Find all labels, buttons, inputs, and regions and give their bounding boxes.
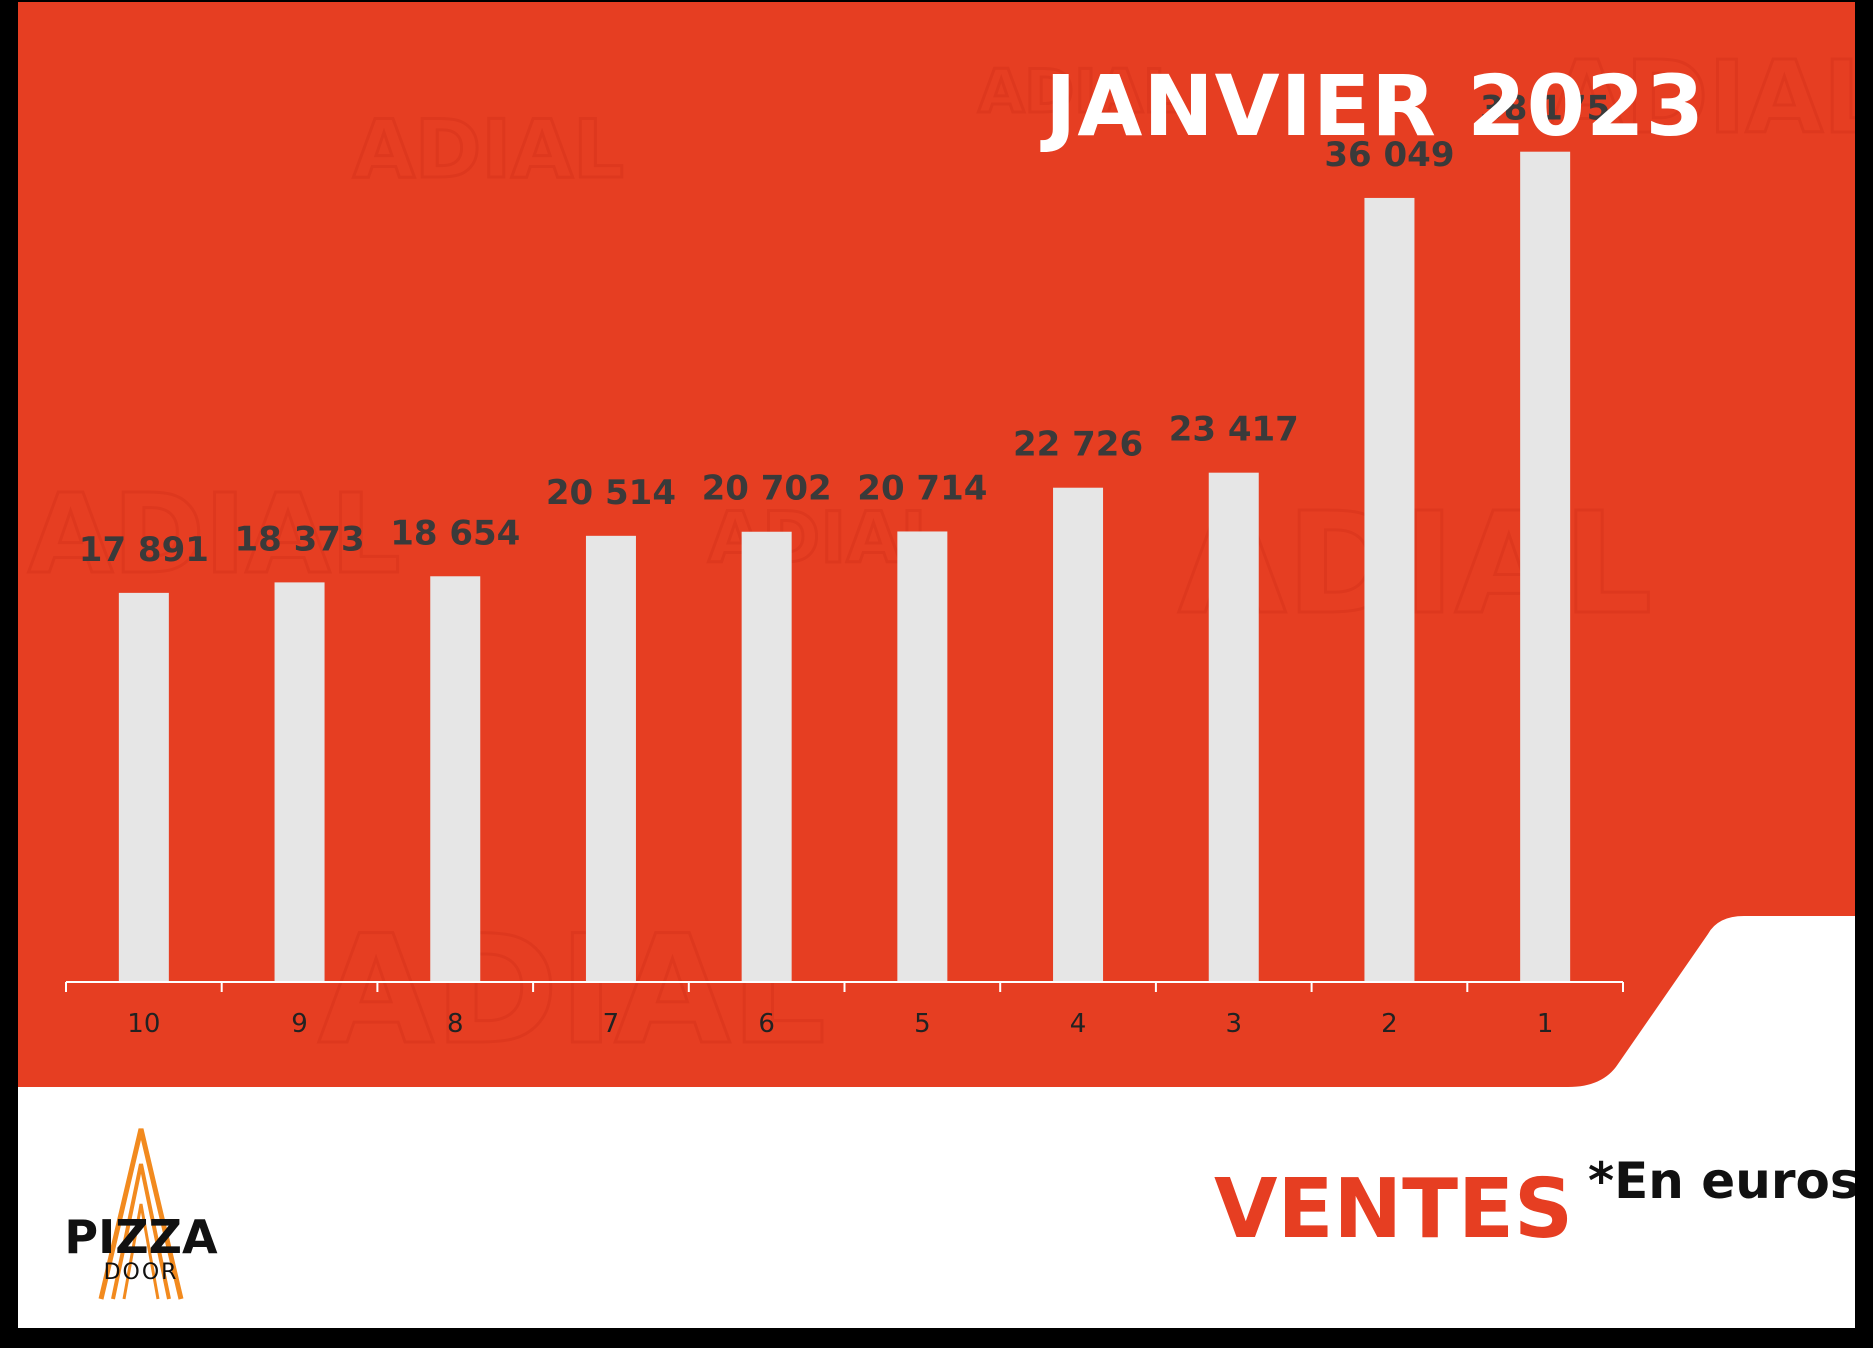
x-tick-label: 2: [1381, 1009, 1398, 1039]
x-tick-label: 7: [603, 1009, 620, 1039]
x-tick-label: 8: [447, 1009, 464, 1039]
bar: [1364, 197, 1415, 982]
bar-value-label: 17 891: [79, 530, 209, 570]
bar-value-label: 36 049: [1324, 135, 1454, 175]
logo-a-icon: [98, 1128, 184, 1300]
pizza-door-logo: PIZZA DOOR: [56, 1124, 226, 1304]
bar-value-label: 18 373: [234, 519, 364, 559]
bar: [585, 535, 636, 982]
bar-value-label: 20 702: [702, 469, 832, 509]
x-tick-label: 10: [127, 1009, 160, 1039]
bar-value-label: 18 654: [390, 513, 520, 553]
bar-value-label: 23 417: [1169, 410, 1299, 450]
bar: [1520, 151, 1571, 983]
x-tick-label: 9: [291, 1009, 308, 1039]
x-axis: [65, 981, 1624, 992]
bar: [1053, 487, 1104, 982]
bar: [1208, 472, 1259, 982]
bar-value-label: 22 726: [1013, 425, 1143, 465]
bars-layer: [118, 151, 1571, 983]
footer-label: VENTES: [1214, 1162, 1574, 1257]
bar: [430, 576, 481, 982]
bar: [897, 531, 948, 982]
x-tick-label: 5: [914, 1009, 931, 1039]
x-tick-label: 4: [1070, 1009, 1087, 1039]
bar: [274, 582, 325, 982]
unit-note: *En euros: [1588, 1152, 1855, 1210]
watermark-text: ADIAL: [353, 103, 624, 196]
bar: [118, 592, 169, 982]
bar-value-label: 20 714: [857, 468, 987, 508]
logo-text-pizza: PIZZA: [64, 1210, 218, 1264]
labels-layer: 17 891 10 18 373 9 18 654 8 20 514 7 20 702 6 20 7…: [79, 89, 1610, 1039]
watermark-text: ADIAL: [1548, 39, 1855, 156]
x-tick-label: 1: [1537, 1009, 1554, 1039]
watermark-text: ADIAL: [978, 57, 1181, 127]
logo-text-door: DOOR: [103, 1260, 179, 1285]
bar-chart: 17 891 10 18 373 9 18 654 8 20 514 7 20 702 6 20 7…: [65, 89, 1624, 1039]
watermark-text: ADIAL: [28, 470, 401, 598]
bar-value-label: 38 175: [1480, 89, 1610, 129]
x-tick-label: 6: [758, 1009, 775, 1039]
chart-card: ADIAL ADIAL ADIAL ADIAL ADIAL ADIAL ADIA…: [18, 2, 1855, 1328]
chart-title: JANVIER 2023: [1045, 57, 1705, 155]
x-tick-label: 3: [1225, 1009, 1242, 1039]
bar: [741, 531, 792, 982]
bar-value-label: 20 514: [546, 473, 676, 513]
